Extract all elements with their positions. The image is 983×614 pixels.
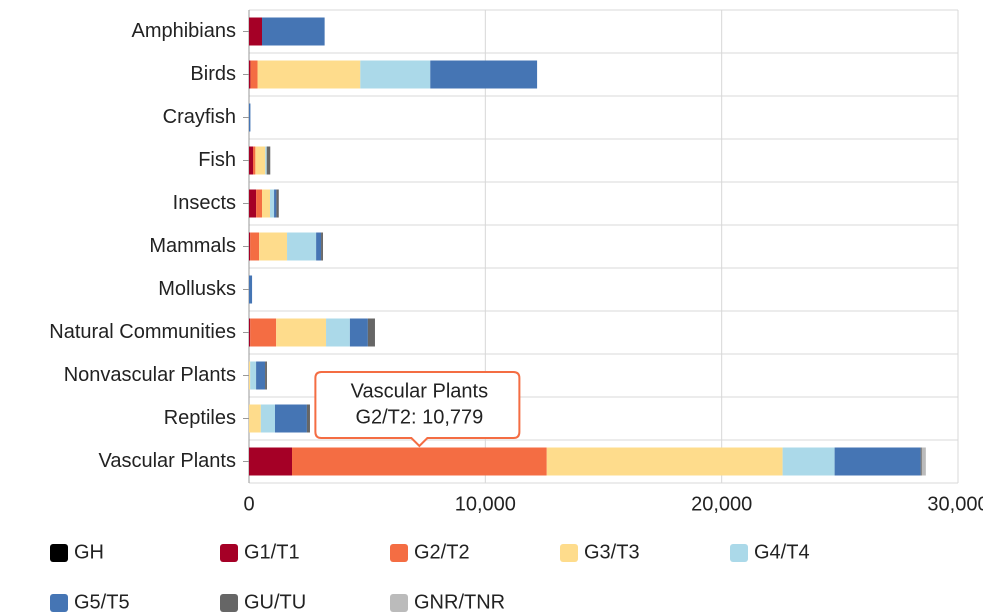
bar-segment bbox=[360, 60, 431, 89]
bar-segment bbox=[276, 189, 279, 218]
bar-segment bbox=[249, 404, 261, 433]
bar-segment bbox=[249, 232, 251, 261]
bar-segment bbox=[782, 447, 835, 476]
legend-item: GU/TU bbox=[220, 591, 306, 613]
legend-label: G2/T2 bbox=[414, 541, 470, 563]
x-tick-label: 30,000 bbox=[927, 493, 983, 515]
tooltip-box bbox=[314, 371, 521, 448]
y-tick-label: Fish bbox=[198, 149, 236, 171]
bar-segment bbox=[349, 318, 368, 347]
bar-segment bbox=[256, 361, 266, 390]
legend-item: GH bbox=[50, 541, 104, 563]
y-tick-label: Birds bbox=[190, 63, 236, 85]
x-tick-label: 10,000 bbox=[455, 493, 516, 515]
bar-segment bbox=[920, 447, 922, 476]
legend-item: G3/T3 bbox=[560, 541, 640, 563]
legend-item: G4/T4 bbox=[730, 541, 810, 563]
bar-segment bbox=[249, 17, 262, 46]
bar-segment bbox=[249, 103, 251, 132]
bar-segment bbox=[274, 189, 277, 218]
legend-label: G4/T4 bbox=[754, 541, 810, 563]
bar-segment bbox=[316, 232, 322, 261]
bar-segment bbox=[249, 361, 251, 390]
y-tick-label: Mollusks bbox=[158, 278, 236, 300]
legend-label: G3/T3 bbox=[584, 541, 640, 563]
x-tick-label: 20,000 bbox=[691, 493, 752, 515]
y-tick-label: Natural Communities bbox=[49, 321, 236, 343]
bar-segment bbox=[261, 17, 325, 46]
bar-segment bbox=[274, 404, 307, 433]
bar-segment bbox=[255, 146, 266, 175]
bar-segment bbox=[265, 361, 267, 390]
bar-segment bbox=[430, 60, 538, 89]
legend-label: GU/TU bbox=[244, 591, 306, 613]
legend-swatch bbox=[560, 544, 578, 562]
bar-segment bbox=[259, 232, 288, 261]
legend-swatch bbox=[390, 544, 408, 562]
y-tick-label: Amphibians bbox=[131, 20, 236, 42]
bar-segment bbox=[834, 447, 921, 476]
legend-item: G1/T1 bbox=[220, 541, 300, 563]
bar-segment bbox=[256, 189, 262, 218]
tooltip-text: G2/T2: 10,779 bbox=[355, 406, 483, 428]
y-tick-label: Crayfish bbox=[163, 106, 236, 128]
legend-swatch bbox=[50, 594, 68, 612]
bar-segment bbox=[249, 318, 251, 347]
bar-segment bbox=[546, 447, 783, 476]
bar-segment bbox=[257, 60, 361, 89]
legend-label: G5/T5 bbox=[74, 591, 130, 613]
y-tick-label: Insects bbox=[173, 192, 236, 214]
legend-swatch bbox=[220, 544, 238, 562]
bar-segment bbox=[250, 318, 277, 347]
bar-segment bbox=[276, 318, 327, 347]
y-tick-label: Reptiles bbox=[164, 407, 236, 429]
bar-segment bbox=[270, 189, 275, 218]
bar-segment bbox=[287, 232, 317, 261]
tooltip-title: Vascular Plants bbox=[351, 380, 488, 402]
bar-segment bbox=[306, 404, 310, 433]
bar-segment bbox=[265, 146, 267, 175]
legend-swatch bbox=[220, 594, 238, 612]
legend-item: G5/T5 bbox=[50, 591, 130, 613]
legend-swatch bbox=[730, 544, 748, 562]
legend-label: GNR/TNR bbox=[414, 591, 505, 613]
bar-segment bbox=[249, 146, 254, 175]
bar-segment bbox=[260, 404, 275, 433]
bar-segment bbox=[250, 361, 257, 390]
bar-segment bbox=[249, 60, 251, 89]
bar-segment bbox=[249, 275, 253, 304]
y-tick-label: Nonvascular Plants bbox=[64, 364, 236, 386]
bar-segment bbox=[321, 232, 323, 261]
legend-label: GH bbox=[74, 541, 104, 563]
legend-item: GNR/TNR bbox=[390, 591, 505, 613]
x-tick-label: 0 bbox=[243, 493, 254, 515]
bar-segment bbox=[921, 447, 926, 476]
bar-segment bbox=[326, 318, 350, 347]
bar-segment bbox=[266, 146, 271, 175]
bar-segment bbox=[249, 189, 257, 218]
legend-swatch bbox=[390, 594, 408, 612]
bar-segment bbox=[261, 189, 271, 218]
bar-segment bbox=[250, 232, 260, 261]
legend-label: G1/T1 bbox=[244, 541, 300, 563]
legend-item: G2/T2 bbox=[390, 541, 470, 563]
y-tick-label: Vascular Plants bbox=[99, 450, 236, 472]
legend-swatch bbox=[50, 544, 68, 562]
y-tick-label: Mammals bbox=[149, 235, 236, 257]
bar-segment bbox=[250, 60, 258, 89]
bar-segment bbox=[292, 447, 547, 476]
bar-segment bbox=[367, 318, 375, 347]
bar-segment bbox=[249, 447, 293, 476]
bar-segment bbox=[253, 146, 256, 175]
